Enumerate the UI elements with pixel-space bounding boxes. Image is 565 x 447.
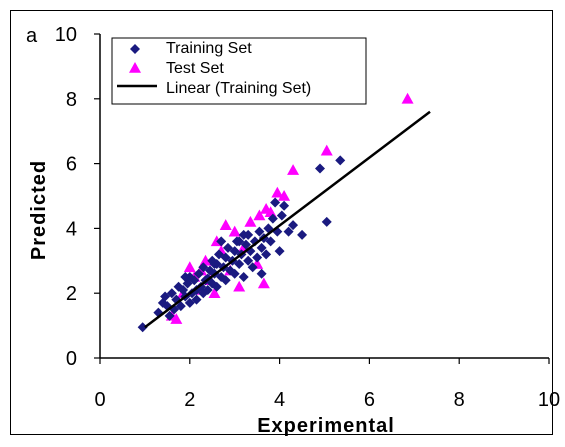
training-set-point — [276, 210, 287, 221]
test-set-point — [257, 277, 270, 289]
training-set-point — [265, 236, 276, 247]
training-set-point — [256, 242, 267, 253]
test-set-point — [278, 190, 291, 201]
training-set-point — [288, 220, 299, 231]
legend-label: Linear (Training Set) — [166, 80, 311, 97]
x-tick-label: 4 — [274, 389, 285, 411]
training-set-point — [209, 259, 220, 270]
test-set-point — [170, 313, 183, 324]
training-set-point — [229, 268, 240, 279]
training-set-point — [270, 197, 281, 208]
test-set-point — [208, 287, 221, 298]
test-set-point — [244, 215, 257, 227]
training-set-point — [180, 272, 191, 282]
training-set-point — [166, 288, 177, 299]
test-set-point — [233, 280, 246, 292]
training-set-point — [261, 249, 272, 260]
x-tick-label: 10 — [538, 389, 560, 411]
x-tick-label: 2 — [184, 389, 195, 411]
y-tick-label: 10 — [55, 24, 77, 46]
linear-fit-line — [144, 110, 431, 329]
training-set-point — [252, 252, 263, 263]
x-tick-label: 6 — [364, 389, 375, 411]
test-set-point — [253, 209, 266, 221]
training-set-point — [164, 310, 175, 321]
training-set-point — [267, 213, 278, 224]
y-tick-label: 0 — [66, 348, 77, 370]
training-set-point — [216, 236, 227, 247]
training-set-point — [243, 255, 254, 266]
test-set-point — [401, 92, 414, 104]
legend-training-marker — [130, 44, 140, 54]
test-set-point — [287, 164, 300, 175]
legend-box — [111, 37, 367, 105]
y-tick-label: 4 — [66, 218, 77, 240]
training-set-point — [283, 226, 294, 237]
training-set-point — [249, 236, 260, 247]
training-set-point — [256, 268, 267, 279]
test-set-point — [183, 261, 196, 273]
training-set-point — [254, 226, 265, 237]
test-set-point — [320, 144, 333, 156]
legend-test-marker — [129, 62, 141, 73]
x-tick-label: 0 — [94, 389, 105, 411]
y-tick-label: 8 — [66, 89, 77, 111]
training-set-point — [234, 236, 245, 247]
test-set-point — [199, 254, 212, 266]
training-set-point — [234, 259, 245, 270]
training-set-point — [315, 163, 326, 174]
training-set-point — [211, 281, 222, 292]
training-set-point — [191, 294, 202, 305]
panel-label: a — [26, 25, 38, 47]
x-tick-label: 8 — [454, 389, 465, 411]
training-set-point — [202, 284, 213, 295]
x-axis-title: Experimental — [257, 415, 395, 437]
test-set-point — [271, 186, 284, 198]
training-set-point — [321, 216, 332, 227]
training-set-point — [297, 229, 308, 240]
training-set-point — [247, 262, 258, 273]
y-tick-label: 2 — [66, 283, 77, 305]
test-set-point — [219, 219, 232, 230]
legend-label: Test Set — [166, 60, 224, 77]
training-set-point — [335, 155, 346, 166]
legend-label: Training Set — [166, 40, 252, 57]
y-axis-title: Predicted — [28, 160, 50, 260]
y-tick-label: 6 — [66, 154, 77, 176]
legend: Training Set Test Set Linear (Training Set… — [111, 37, 367, 105]
training-set-point — [193, 268, 204, 279]
training-set-point — [175, 301, 186, 312]
training-set-point — [238, 229, 249, 240]
training-set-point — [189, 275, 200, 286]
training-set-point — [279, 200, 290, 211]
test-set-point — [264, 206, 277, 217]
training-set-point — [238, 272, 249, 282]
training-set-point — [274, 246, 285, 257]
training-set-point — [137, 322, 148, 333]
test-set-point — [228, 225, 241, 237]
training-set-point — [220, 275, 231, 286]
